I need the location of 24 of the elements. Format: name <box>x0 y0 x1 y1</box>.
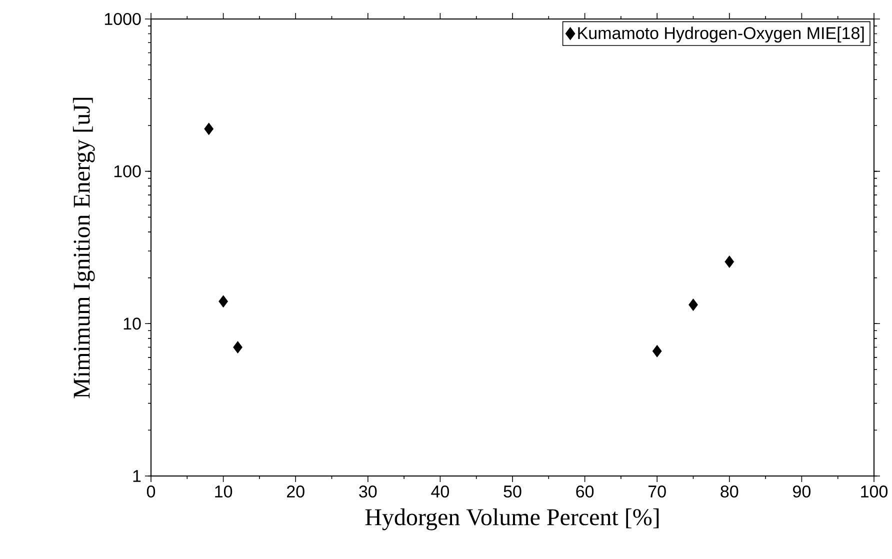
point <box>724 256 734 268</box>
y-tick-label: 1 <box>133 470 141 482</box>
point <box>233 341 242 354</box>
x-tick-label: 90 <box>793 486 810 498</box>
x-tick-label: 0 <box>146 486 156 498</box>
point <box>218 295 228 308</box>
y-tick-label: 10 <box>124 318 141 330</box>
legend-label: Kumamoto Hydrogen-Oxygen MIE[18] <box>578 26 864 43</box>
point <box>204 122 214 136</box>
x-tick-label: 60 <box>576 486 594 498</box>
y-tick-label: 1000 <box>104 12 141 26</box>
x-tick-label: 70 <box>648 486 666 498</box>
x-tick-label: 10 <box>215 486 232 498</box>
x-tick-label: 20 <box>287 486 304 498</box>
y-axis-title: Mimimum Ignition Energy [uJ] <box>72 98 95 398</box>
x-tick-label: 40 <box>431 486 449 498</box>
x-axis-title: Hydorgen Volume Percent [%] <box>365 508 659 530</box>
x-tick-label: 80 <box>720 486 738 498</box>
x-tick-label: 30 <box>359 486 377 498</box>
point <box>688 298 698 311</box>
x-tick-label: 100 <box>861 486 888 498</box>
y-tick-label: 100 <box>114 165 141 178</box>
x-tick-label: 50 <box>504 486 522 498</box>
point <box>652 344 662 358</box>
